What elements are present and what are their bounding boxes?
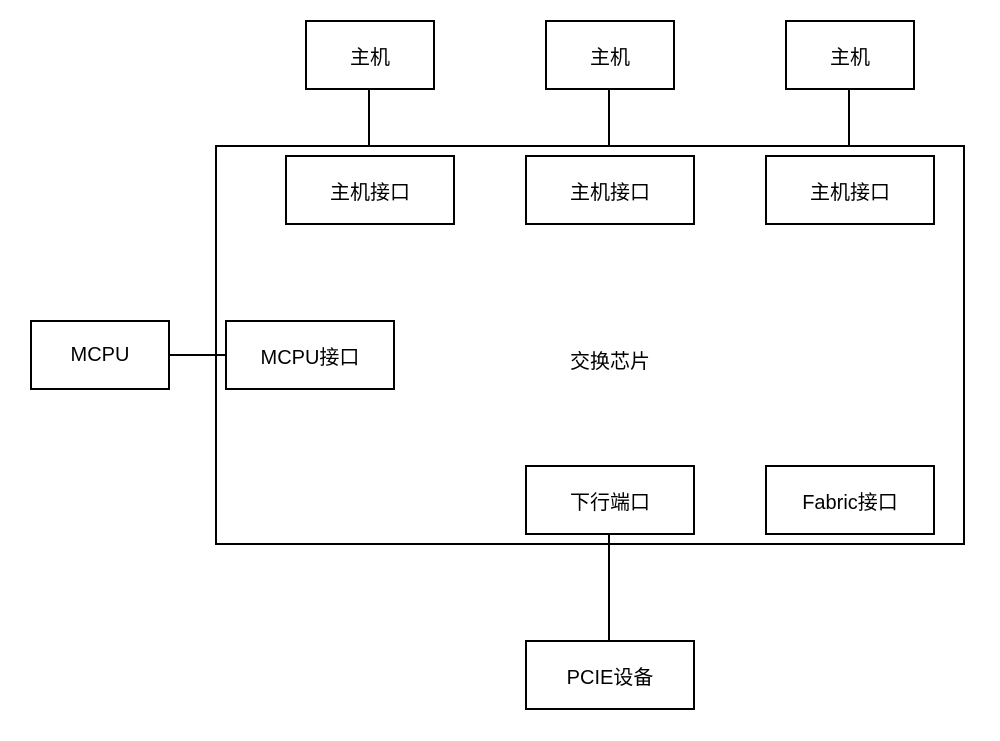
host-if-3-box: 主机接口 [765, 155, 935, 225]
down-port-label: 下行端口 [570, 486, 650, 515]
mcpu-if-box: MCPU接口 [225, 320, 395, 390]
edge-downport-pcie [608, 535, 610, 640]
mcpu-label: MCPU [71, 344, 130, 367]
pcie-device-label: PCIE设备 [567, 661, 654, 690]
mcpu-box: MCPU [30, 320, 170, 390]
host-if-2-box: 主机接口 [525, 155, 695, 225]
down-port-box: 下行端口 [525, 465, 695, 535]
host-if-1-box: 主机接口 [285, 155, 455, 225]
host-3-label: 主机 [830, 41, 870, 70]
pcie-device-box: PCIE设备 [525, 640, 695, 710]
switch-chip-label: 交换芯片 [570, 345, 650, 374]
host-if-1-label: 主机接口 [330, 176, 410, 205]
host-2-label: 主机 [590, 41, 630, 70]
fabric-if-label: Fabric接口 [802, 486, 898, 515]
fabric-if-box: Fabric接口 [765, 465, 935, 535]
host-2-box: 主机 [545, 20, 675, 90]
host-if-3-label: 主机接口 [810, 176, 890, 205]
host-3-box: 主机 [785, 20, 915, 90]
mcpu-if-label: MCPU接口 [261, 341, 360, 370]
host-if-2-label: 主机接口 [570, 176, 650, 205]
edge-mcpu-mcpuif [170, 354, 225, 356]
host-1-box: 主机 [305, 20, 435, 90]
host-1-label: 主机 [350, 41, 390, 70]
